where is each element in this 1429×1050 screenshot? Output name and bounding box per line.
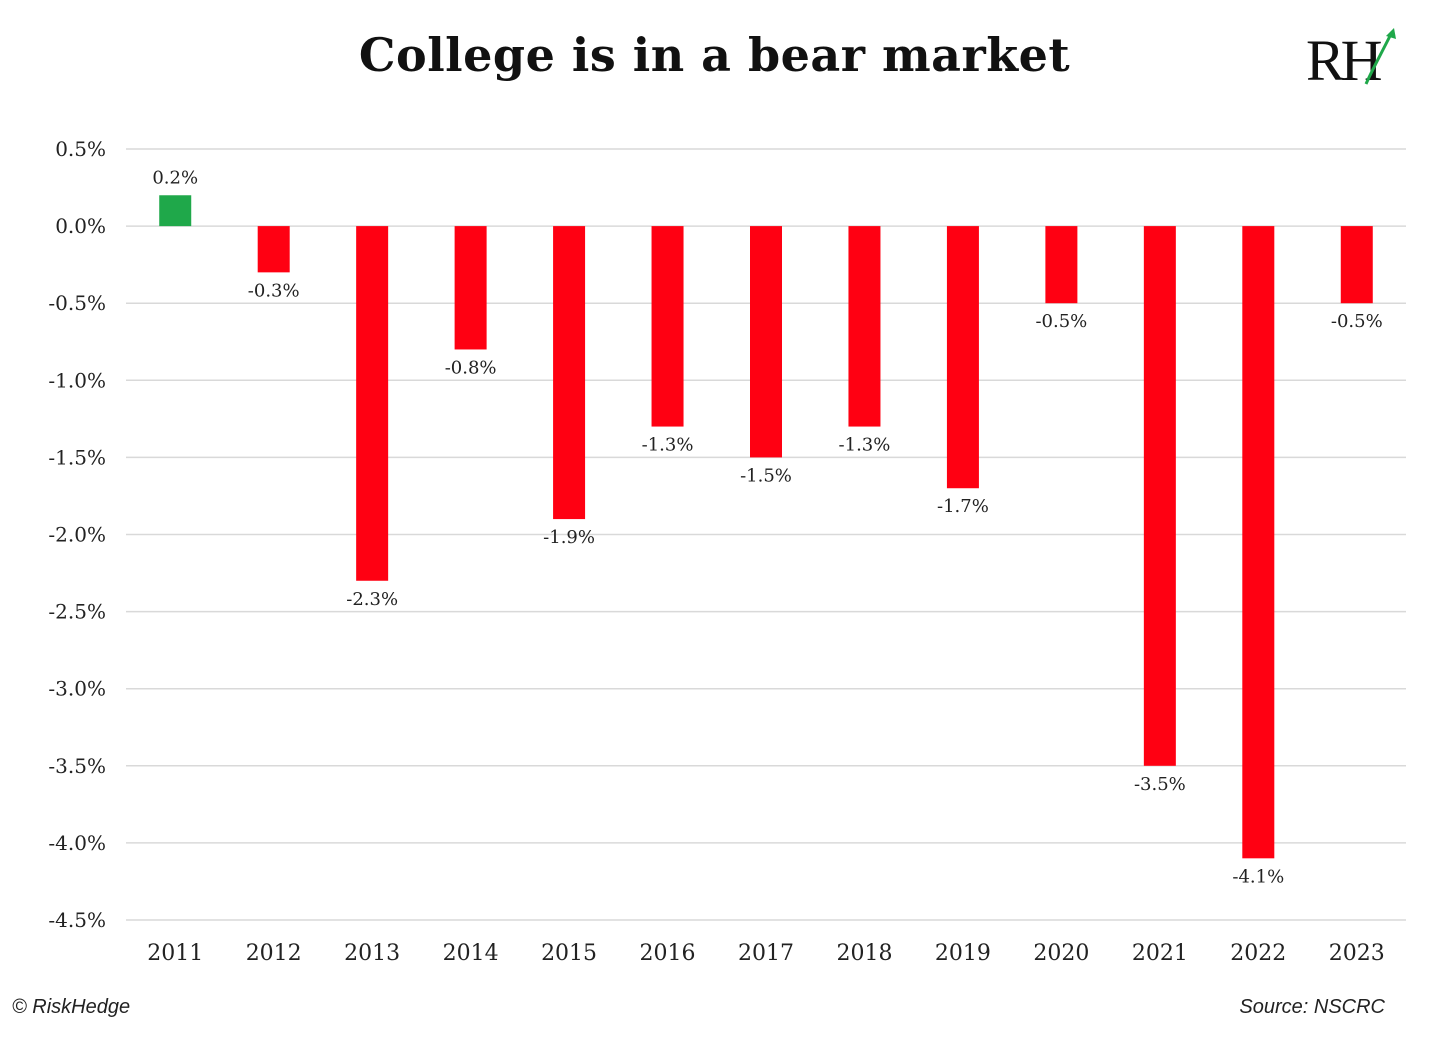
chart-title: College is in a bear market	[358, 28, 1071, 82]
data-label: -0.5%	[1331, 311, 1383, 332]
data-label: -1.5%	[740, 465, 792, 486]
data-label: -1.7%	[937, 496, 989, 517]
bar	[159, 195, 192, 227]
data-label: -1.3%	[839, 435, 891, 456]
x-tick-label: 2013	[344, 941, 400, 966]
bar	[848, 226, 881, 427]
bar	[651, 226, 684, 427]
data-labels: 0.2% -0.3% -2.3% -0.8% -1.9% -1.3% -1.5% -1.3% -…	[152, 167, 1382, 887]
data-label: 0.2%	[152, 167, 198, 188]
y-tick-label: -2.5%	[48, 600, 106, 624]
data-label: -1.3%	[642, 435, 694, 456]
x-tick-label: 2015	[541, 941, 597, 966]
x-tick-label: 2019	[935, 941, 991, 966]
logo-text: RH	[1306, 28, 1383, 93]
bar	[1242, 226, 1275, 859]
bar	[1045, 226, 1078, 304]
x-tick-label: 2012	[246, 941, 302, 966]
data-label: -1.9%	[543, 527, 595, 548]
bar	[454, 226, 487, 350]
data-label: -4.1%	[1232, 866, 1284, 887]
x-tick-label: 2011	[147, 941, 203, 966]
bar	[1143, 226, 1176, 766]
bar	[946, 226, 979, 489]
y-tick-label: 0.0%	[55, 214, 106, 238]
x-axis-tick-labels: 2011 2012 2013 2014 2015 2016 2017 2018 2019 2020…	[147, 941, 1385, 966]
x-tick-label: 2021	[1132, 941, 1188, 966]
y-tick-label: -1.0%	[48, 368, 106, 392]
x-tick-label: 2022	[1230, 941, 1286, 966]
copyright-text: © RiskHedge	[12, 996, 131, 1018]
y-tick-label: -2.0%	[48, 523, 106, 547]
data-label: -0.5%	[1035, 311, 1087, 332]
y-tick-label: -3.5%	[48, 754, 106, 778]
bar	[257, 226, 290, 273]
y-tick-label: -3.0%	[48, 677, 106, 701]
y-tick-label: -1.5%	[48, 445, 106, 469]
data-label: -3.5%	[1134, 774, 1186, 795]
y-tick-label: -0.5%	[48, 291, 106, 315]
x-tick-label: 2017	[738, 941, 794, 966]
x-tick-label: 2016	[640, 941, 696, 966]
riskhedge-logo: RH	[1306, 26, 1406, 92]
x-tick-label: 2014	[443, 941, 499, 966]
source-text: Source: NSCRC	[1239, 996, 1385, 1018]
y-tick-label: -4.0%	[48, 831, 106, 855]
bars	[159, 195, 1373, 859]
bar	[553, 226, 586, 520]
x-tick-label: 2023	[1329, 941, 1385, 966]
logo-arrow-icon	[1364, 28, 1396, 85]
y-tick-label: 0.5%	[55, 137, 106, 161]
data-label: -2.3%	[346, 589, 398, 610]
bar	[356, 226, 389, 581]
bar	[750, 226, 782, 458]
x-tick-label: 2018	[836, 941, 892, 966]
data-label: -0.8%	[445, 357, 497, 378]
y-axis-tick-labels: 0.5% 0.0% -0.5% -1.0% -1.5% -2.0% -2.5% -3.0% -3…	[48, 137, 106, 932]
data-label: -0.3%	[248, 280, 300, 301]
bar	[1340, 226, 1373, 304]
x-tick-label: 2020	[1033, 941, 1089, 966]
y-tick-label: -4.5%	[48, 908, 106, 932]
